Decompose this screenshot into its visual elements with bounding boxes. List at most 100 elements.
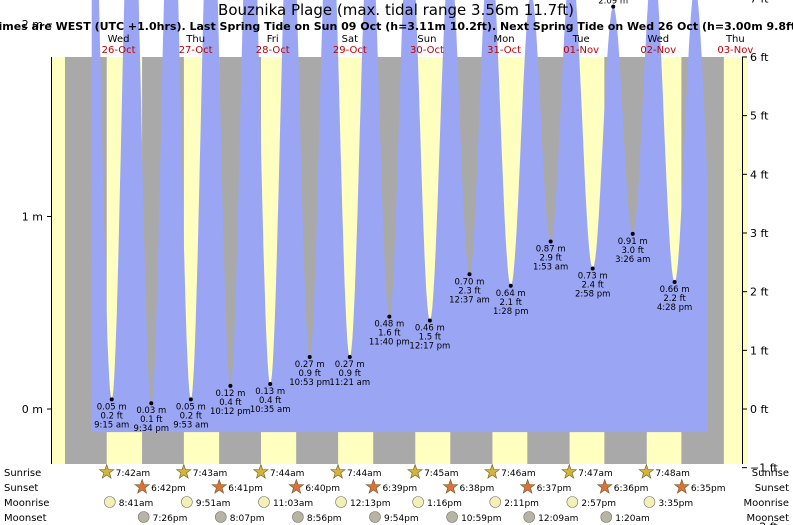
high-tide-m: 2.09 m — [598, 0, 628, 7]
daylight-band — [52, 57, 65, 464]
low-tide-time: 2:58 pm — [575, 289, 610, 299]
row-value: 6:40pm — [305, 484, 340, 494]
row-value: 8:07pm — [230, 514, 265, 524]
daylight-band — [723, 57, 748, 464]
low-tide-time: 1:28 pm — [493, 307, 528, 317]
sunset-icon — [365, 478, 382, 494]
day-name: Sun — [417, 34, 436, 45]
low-tide-m: 0.13 m — [255, 387, 285, 397]
low-tide-ft: 0.4 ft — [219, 398, 242, 408]
day-date: 26-Oct — [102, 45, 136, 56]
row-value: 7:26pm — [153, 514, 188, 524]
low-tide-marker — [307, 355, 312, 360]
row-value: 6:35pm — [691, 484, 726, 494]
moonrise-icon — [335, 496, 347, 508]
sunrise-icon — [638, 463, 655, 479]
row-label-left: Moonrise — [4, 498, 49, 509]
row-value: 7:47am — [578, 469, 613, 479]
low-tide-time: 1:53 am — [533, 263, 568, 273]
row-value: 6:38pm — [460, 484, 495, 494]
row-label-right: Sunset — [755, 483, 789, 494]
low-tide-time: 11:40 pm — [369, 338, 410, 348]
right-tick-label: −1 ft — [750, 462, 778, 475]
right-tick-label: 0 ft — [750, 403, 769, 416]
moonrise-icon — [412, 496, 424, 508]
low-tide-m: 0.05 m — [176, 402, 206, 412]
sunset-icon — [596, 478, 613, 494]
row-label-left: Sunset — [4, 483, 38, 494]
low-tide-marker — [387, 314, 392, 319]
moonrise-icon — [643, 496, 656, 508]
row-value: 7:48am — [655, 469, 690, 479]
sunset-icon — [442, 478, 459, 494]
moonrise-icon — [258, 496, 270, 508]
moonset-icon — [523, 511, 535, 523]
low-tide-marker — [268, 381, 273, 386]
low-tide-marker — [672, 279, 677, 284]
left-tick-label: 0 m — [22, 403, 43, 416]
day-name: Fri — [267, 34, 279, 45]
low-tide-time: 9:53 am — [173, 420, 208, 430]
low-tide-ft: 0.9 ft — [299, 369, 322, 379]
row-label-left: Moonset — [4, 513, 47, 524]
row-value: 9:51am — [196, 499, 231, 509]
row-value: 8:41am — [119, 499, 154, 509]
row-value: 12:09am — [538, 514, 578, 524]
chart-title: Bouznika Plage (max. tidal range 3.56m 1… — [218, 1, 574, 19]
low-tide-time: 12:17 pm — [409, 341, 450, 351]
row-value: 2:11pm — [504, 499, 539, 509]
sunset-icon — [288, 478, 305, 494]
day-name: Wed — [108, 34, 130, 45]
row-value: 11:03am — [273, 499, 313, 509]
row-value: 8:56pm — [307, 514, 342, 524]
low-tide-ft: 0.2 ft — [101, 411, 124, 421]
low-tide-ft: 1.6 ft — [378, 329, 401, 339]
chart-subtitle: Times are WEST (UTC +1.0hrs). Last Sprin… — [0, 20, 793, 33]
row-value: 7:42am — [116, 469, 151, 479]
low-tide-m: 0.03 m — [136, 406, 166, 416]
right-tick-label: 1 ft — [750, 344, 769, 357]
row-label-right: Moonrise — [744, 498, 789, 509]
low-tide-time: 10:35 am — [250, 405, 291, 415]
left-tick-label: 2 m — [22, 18, 43, 31]
low-tide-marker — [508, 283, 513, 288]
low-tide-time: 12:37 am — [449, 295, 490, 305]
low-tide-marker — [347, 355, 352, 360]
low-tide-ft: 0.4 ft — [259, 396, 282, 406]
day-date: 29-Oct — [333, 45, 367, 56]
row-label-right: Moonset — [747, 513, 790, 524]
low-tide-m: 0.27 m — [295, 360, 325, 370]
sunset-icon — [519, 478, 536, 494]
day-date: 30-Oct — [410, 45, 444, 56]
day-date: 03-Nov — [717, 45, 753, 56]
day-headers: Wed26-OctThu27-OctFri28-OctSat29-OctSun3… — [102, 34, 754, 56]
low-tide-m: 0.64 m — [496, 289, 526, 299]
day-name: Sat — [342, 34, 358, 45]
low-tide-marker — [548, 239, 553, 244]
sunrise-icon — [98, 463, 115, 479]
low-tide-time: 11:21 am — [329, 378, 370, 388]
row-value: 7:44am — [347, 469, 382, 479]
low-tide-ft: 2.9 ft — [539, 254, 562, 264]
low-tide-m: 0.48 m — [374, 320, 404, 330]
right-tick-label: 2 ft — [750, 286, 769, 299]
low-tide-m: 0.87 m — [536, 245, 566, 255]
right-tick-label: 3 ft — [750, 227, 769, 240]
row-value: 6:42pm — [151, 484, 186, 494]
row-value: 12:13pm — [350, 499, 390, 509]
moonrise-icon — [181, 496, 193, 508]
moonset-icon — [137, 511, 150, 523]
low-tide-ft: 2.1 ft — [500, 298, 523, 308]
low-tide-ft: 0.2 ft — [180, 411, 203, 421]
astro-rows: Sunrise Sunrise 7:42am 7:43am 7:44am 7:44am 7:… — [4, 463, 790, 524]
row-value: 7:45am — [424, 469, 459, 479]
row-label-left: Sunrise — [4, 468, 41, 479]
low-tide-m: 0.73 m — [578, 271, 608, 281]
right-tick-label: −2 ft — [750, 520, 778, 525]
sunset-icon — [673, 478, 690, 494]
moonset-icon — [446, 511, 458, 523]
day-date: 02-Nov — [640, 45, 676, 56]
moonset-icon — [292, 511, 304, 523]
chart-header: Bouznika Plage (max. tidal range 3.56m 1… — [0, 1, 793, 33]
